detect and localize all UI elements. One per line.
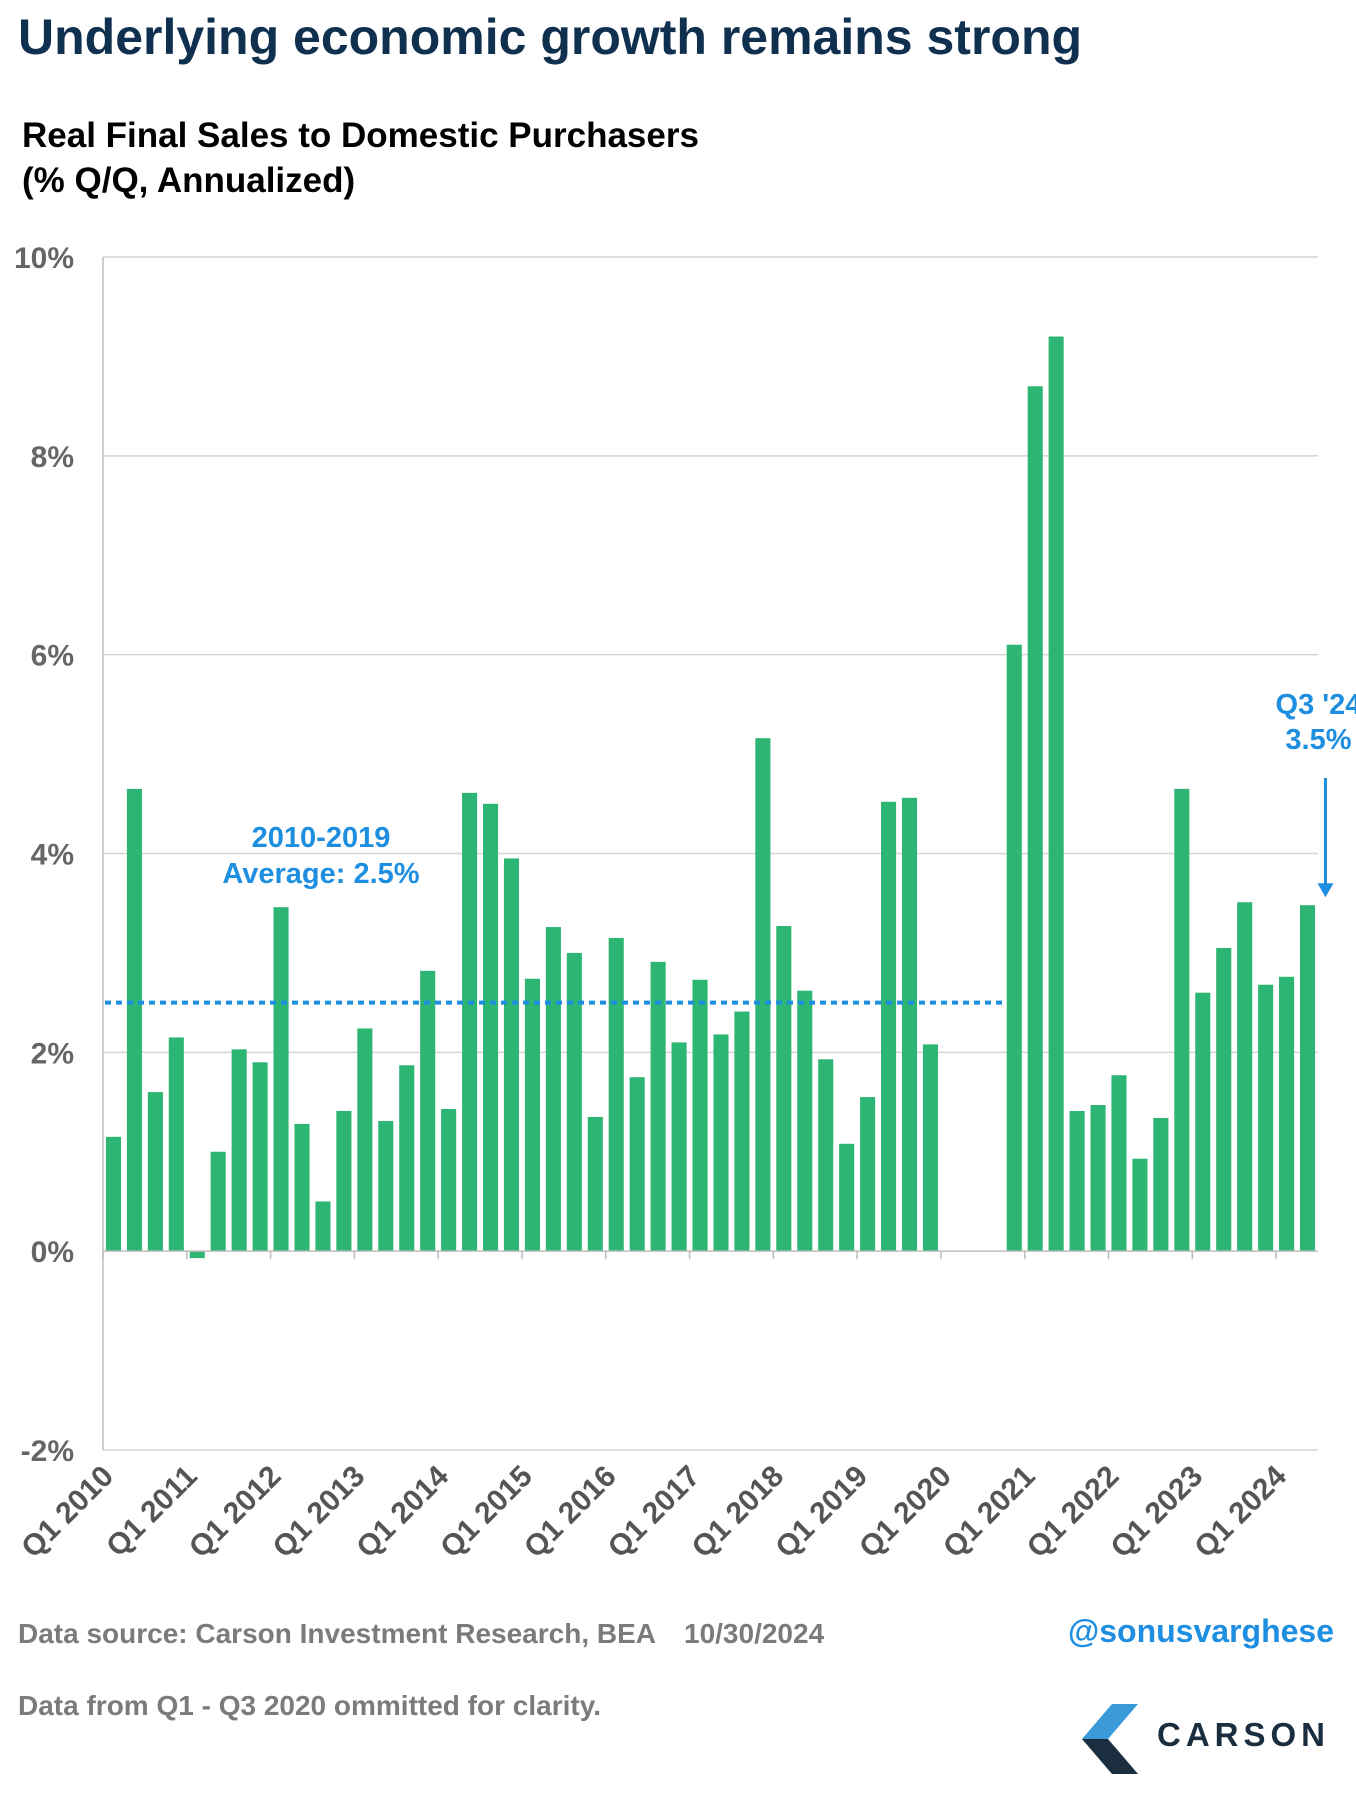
y-tick-label: -2% <box>21 1435 74 1468</box>
average-label-value: Average: 2.5% <box>222 858 419 890</box>
bar <box>210 1151 226 1252</box>
bar <box>483 803 499 1252</box>
y-tick-label: 0% <box>31 1236 74 1269</box>
bar <box>1195 992 1211 1252</box>
author-handle-link[interactable]: @sonusvarghese <box>1068 1613 1334 1649</box>
source-date: 10/30/2024 <box>684 1618 825 1649</box>
bar <box>105 1136 122 1252</box>
x-tick-label: Q1 2024 <box>1188 1459 1293 1564</box>
bar <box>336 1110 352 1252</box>
x-tick-label: Q1 2016 <box>518 1460 623 1565</box>
y-axis-ticks: -2% 0% 2% 4% 6% 8% 10% <box>14 242 74 1468</box>
y-tick-label: 6% <box>31 640 74 673</box>
source-text: Data source: Carson Investment Research,… <box>18 1618 656 1649</box>
carson-logo-icon <box>1082 1704 1138 1774</box>
y-tick-label: 4% <box>31 839 74 872</box>
bar <box>1174 788 1190 1252</box>
average-label-title: 2010-2019 <box>252 822 391 854</box>
bar <box>901 797 918 1252</box>
bar <box>399 1065 415 1252</box>
bar <box>1006 644 1022 1252</box>
bar <box>462 792 478 1252</box>
bar <box>420 970 436 1252</box>
x-tick-label: Q1 2015 <box>434 1460 539 1565</box>
x-tick-label: Q1 2021 <box>937 1460 1042 1565</box>
bar <box>1258 984 1274 1252</box>
bar <box>1237 902 1253 1252</box>
bar <box>776 926 792 1252</box>
bar <box>734 1011 750 1252</box>
bar <box>503 858 520 1252</box>
bar <box>1132 1158 1148 1252</box>
bar <box>608 938 624 1252</box>
y-tick-label: 2% <box>31 1037 74 1070</box>
data-source: Data source: Carson Investment Research,… <box>18 1618 824 1650</box>
bar <box>1027 386 1043 1252</box>
x-tick-label: Q1 2019 <box>769 1460 874 1565</box>
bar <box>357 1028 373 1252</box>
omission-note: Data from Q1 - Q3 2020 ommitted for clar… <box>18 1690 601 1721</box>
bar <box>1048 336 1064 1252</box>
headline: Underlying economic growth remains stron… <box>18 9 1083 65</box>
chart-unit: (% Q/Q, Annualized) <box>22 161 356 200</box>
bar <box>524 978 540 1252</box>
bar <box>650 961 666 1252</box>
bar <box>1090 1105 1106 1252</box>
callout-label-value: 3.5% <box>1285 724 1351 756</box>
bar <box>860 1097 876 1252</box>
bar <box>755 738 771 1252</box>
x-tick-label: Q1 2022 <box>1021 1460 1126 1565</box>
bar <box>294 1123 310 1252</box>
bars <box>105 336 1316 1259</box>
bar <box>231 1049 247 1252</box>
x-tick-label: Q1 2010 <box>15 1460 120 1565</box>
y-tick-label: 10% <box>14 242 74 275</box>
chart-title: Real Final Sales to Domestic Purchasers <box>22 116 699 155</box>
bar <box>797 990 813 1252</box>
bar <box>1069 1110 1085 1252</box>
callout-label-quarter: Q3 '24 <box>1276 689 1356 721</box>
bar <box>168 1037 184 1252</box>
bar <box>378 1120 394 1252</box>
x-tick-label: Q1 2017 <box>602 1460 707 1565</box>
x-tick-label: Q1 2014 <box>350 1459 455 1564</box>
bar <box>881 801 897 1252</box>
bar <box>252 1062 268 1252</box>
arrow-down-icon <box>1317 778 1334 898</box>
bar <box>692 979 708 1252</box>
x-tick-label: Q1 2013 <box>267 1460 372 1565</box>
bar <box>1279 976 1295 1252</box>
x-tick-label: Q1 2018 <box>686 1460 791 1565</box>
bar <box>1216 947 1232 1252</box>
gridlines <box>103 256 1318 1451</box>
bar <box>126 788 142 1252</box>
bar <box>671 1042 687 1252</box>
bar <box>818 1059 834 1252</box>
chart-subtitle: Real Final Sales to Domestic Purchasers … <box>22 113 699 203</box>
bar <box>629 1077 645 1252</box>
bar <box>545 927 561 1252</box>
logo-wordmark: CARSON <box>1157 1716 1331 1753</box>
bar <box>922 1044 938 1252</box>
bar <box>713 1034 729 1252</box>
bar <box>1111 1075 1127 1252</box>
bar <box>587 1116 603 1252</box>
bar <box>315 1201 331 1252</box>
bar <box>147 1092 163 1252</box>
x-tick-label: Q1 2023 <box>1105 1460 1210 1565</box>
bar <box>441 1109 457 1252</box>
bar <box>839 1143 855 1252</box>
x-tick-label: Q1 2020 <box>853 1460 958 1565</box>
bar <box>189 1251 205 1259</box>
bar <box>566 952 582 1252</box>
carson-logo: CARSON <box>1072 1700 1342 1780</box>
bar <box>273 907 289 1252</box>
x-tick-label: Q1 2012 <box>183 1460 288 1565</box>
y-tick-label: 8% <box>31 441 74 474</box>
bar <box>1153 1117 1169 1252</box>
bar <box>1299 905 1316 1252</box>
